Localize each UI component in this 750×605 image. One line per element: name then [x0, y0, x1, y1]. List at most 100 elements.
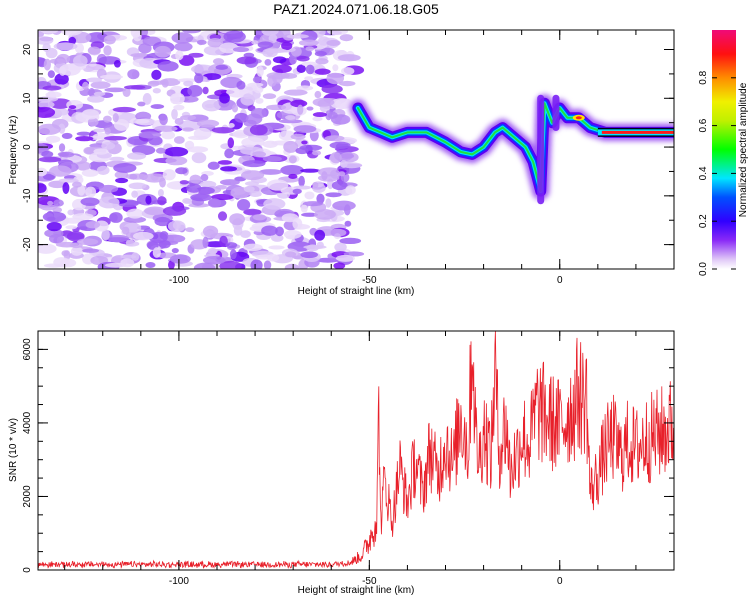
noise-blob [312, 150, 322, 156]
noise-blob [101, 141, 116, 150]
noise-blob [171, 247, 179, 254]
noise-blob [179, 180, 189, 185]
spectrogram-x-ticks: -100 -50 0 [64, 30, 675, 286]
noise-blob [120, 258, 135, 268]
spectrogram-noise [38, 30, 365, 269]
noise-blob [315, 58, 329, 65]
noise-blob [207, 38, 224, 48]
noise-blob [67, 209, 75, 216]
noise-blob [339, 160, 348, 168]
noise-blob [133, 31, 142, 42]
noise-blob [171, 92, 185, 105]
noise-blob [339, 152, 359, 163]
snr-y-tick-label: 4000 [22, 411, 33, 434]
noise-blob [162, 169, 176, 181]
colorbar: 0.0 0.2 0.4 0.6 0.8 Normalized spectral ampl… [698, 30, 749, 276]
noise-blob [157, 196, 167, 206]
noise-blob [61, 132, 73, 139]
noise-blob [41, 150, 54, 158]
noise-blob [112, 106, 136, 113]
noise-blob [333, 262, 346, 269]
noise-blob [181, 127, 194, 132]
noise-blob [242, 160, 266, 168]
noise-blob [70, 246, 83, 256]
noise-blob [139, 30, 149, 37]
noise-blob [267, 179, 289, 191]
spectrogram-y-tick-label: 10 [22, 92, 33, 104]
noise-blob [154, 125, 178, 132]
ridge-band [349, 95, 674, 199]
noise-blob [38, 106, 56, 118]
noise-blob [49, 58, 67, 65]
snr-x-tick-label: -50 [362, 576, 377, 587]
colorbar-tick-label: 0.0 [698, 262, 709, 276]
noise-blob [72, 213, 94, 221]
noise-blob [53, 257, 70, 268]
noise-blob [263, 198, 286, 210]
noise-blob [77, 238, 99, 246]
colorbar-ticks: 0.0 0.2 0.4 0.6 0.8 [698, 70, 736, 276]
noise-blob [312, 116, 323, 122]
noise-blob [82, 248, 100, 253]
spectrogram-y-ticks: -20 -10 0 10 20 [22, 44, 674, 270]
noise-blob [306, 244, 319, 252]
noise-blob [243, 243, 263, 252]
noise-blob [191, 152, 207, 164]
noise-blob [188, 52, 204, 58]
noise-blob [300, 204, 308, 213]
noise-blob [151, 69, 162, 80]
noise-blob [302, 201, 323, 207]
noise-blob [285, 251, 297, 258]
noise-blob [115, 177, 129, 184]
noise-blob [47, 70, 55, 78]
noise-blob [300, 30, 318, 42]
noise-blob [249, 190, 262, 198]
snr-line [38, 331, 674, 570]
noise-blob [112, 112, 119, 123]
noise-blob [286, 34, 309, 39]
noise-blob [53, 42, 78, 51]
snr-y-tick-label: 2000 [22, 485, 33, 508]
noise-blob [38, 243, 57, 254]
noise-blob [304, 76, 314, 81]
noise-blob [207, 161, 220, 170]
noise-blob [288, 173, 298, 180]
noise-blob [249, 124, 268, 136]
noise-blob [130, 53, 147, 58]
noise-blob [334, 242, 347, 252]
noise-blob [283, 89, 308, 96]
noise-blob [145, 262, 156, 269]
noise-blob [103, 35, 116, 45]
noise-blob [256, 65, 264, 77]
noise-blob [48, 234, 64, 244]
noise-blob [292, 218, 303, 230]
noise-blob [314, 90, 322, 99]
noise-blob [167, 220, 186, 233]
noise-blob [336, 254, 355, 262]
noise-blob [96, 165, 110, 176]
noise-blob [121, 226, 130, 235]
noise-blob [182, 197, 192, 204]
noise-blob [108, 156, 125, 162]
noise-blob [199, 180, 217, 188]
noise-blob [196, 39, 207, 45]
noise-blob [232, 46, 250, 53]
noise-blob [42, 211, 67, 223]
noise-blob [58, 178, 79, 183]
noise-blob [285, 115, 296, 120]
noise-blob [86, 77, 102, 83]
noise-blob [219, 92, 230, 104]
noise-blob [93, 128, 106, 133]
noise-blob [49, 165, 72, 177]
snr-x-tick-label: -100 [169, 576, 189, 587]
noise-blob [58, 143, 66, 152]
noise-blob [292, 188, 302, 195]
noise-blob [332, 200, 356, 211]
figure-title: PAZ1.2024.071.06.18.G05 [273, 1, 439, 17]
noise-blob [83, 67, 93, 73]
noise-blob [45, 135, 61, 143]
noise-blob [150, 104, 165, 109]
noise-blob [154, 216, 171, 227]
